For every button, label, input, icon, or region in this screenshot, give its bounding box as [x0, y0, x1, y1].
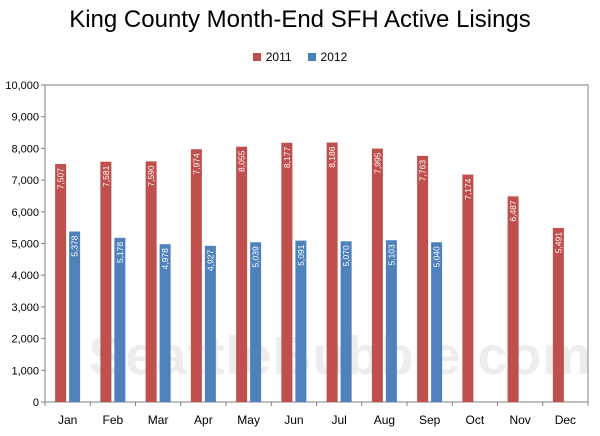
- bar-2012: [159, 244, 171, 402]
- bar-2011: [462, 174, 474, 402]
- y-tick-label: 5,000: [11, 239, 39, 251]
- x-tick-label: Feb: [103, 413, 124, 427]
- x-tick-label: Mar: [148, 413, 169, 427]
- x-tick-label: Sep: [419, 413, 441, 427]
- bar-2012: [114, 237, 126, 402]
- bar-2011: [190, 149, 202, 402]
- bar-2012: [69, 231, 81, 402]
- data-label-2011: 7,763: [418, 160, 428, 182]
- x-tick-label: Jan: [58, 413, 77, 427]
- data-label-2011: 7,995: [372, 152, 382, 174]
- y-tick-label: 9,000: [11, 112, 39, 124]
- y-tick-label: 6,000: [11, 207, 39, 219]
- y-tick-label: 3,000: [11, 302, 39, 314]
- bar-2012: [295, 240, 307, 402]
- data-label-2011: 7,507: [56, 168, 66, 190]
- plot-area: [44, 84, 589, 403]
- legend-item-2012: 2012: [307, 50, 348, 64]
- y-tick-label: 4,000: [11, 270, 39, 282]
- bar-2011: [417, 155, 429, 402]
- data-label-2011: 7,590: [146, 165, 156, 187]
- bar-2012: [340, 241, 352, 402]
- y-tick-label: 8,000: [11, 143, 39, 155]
- bar-2011: [326, 142, 338, 403]
- data-label-2012: 4,978: [160, 248, 170, 270]
- data-label-2011: 5,491: [553, 232, 563, 254]
- x-tick-label: Jun: [284, 413, 303, 427]
- data-label-2011: 7,974: [191, 153, 201, 175]
- bar-2012: [385, 240, 397, 402]
- y-tick-label: 0: [33, 397, 39, 409]
- data-label-2011: 7,581: [101, 165, 111, 187]
- legend-label-2012: 2012: [320, 50, 348, 64]
- data-label-2011: 8,186: [327, 146, 337, 168]
- data-label-2012: 4,927: [205, 250, 215, 272]
- data-label-2011: 8,055: [237, 150, 247, 172]
- data-label-2012: 5,039: [251, 246, 261, 268]
- legend: 2011 2012: [0, 50, 600, 64]
- legend-swatch-2011: [252, 53, 261, 61]
- chart-title: King County Month-End SFH Active Lisings: [69, 6, 531, 33]
- data-label-2012: 5,378: [70, 235, 80, 257]
- bar-2011: [100, 161, 112, 402]
- bar-2011: [507, 196, 519, 402]
- bar-2012: [204, 245, 216, 402]
- bar-2011: [371, 148, 383, 402]
- legend-swatch-2012: [307, 53, 316, 61]
- data-label-2012: 5,178: [115, 242, 125, 264]
- data-label-2012: 5,091: [296, 244, 306, 266]
- bar-2011: [145, 161, 157, 402]
- bar-2011: [236, 146, 248, 402]
- data-label-2011: 7,174: [463, 178, 473, 200]
- y-tick-label: 2,000: [11, 334, 39, 346]
- legend-item-2011: 2011: [252, 50, 292, 64]
- data-label-2011: 8,177: [282, 147, 292, 169]
- bar-2012: [250, 242, 262, 402]
- y-tick-label: 10,000: [5, 80, 39, 92]
- x-tick-label: Nov: [509, 413, 530, 427]
- bar-2011: [55, 164, 67, 402]
- data-label-2012: 5,040: [432, 246, 442, 268]
- data-label-2012: 5,103: [386, 244, 396, 266]
- data-label-2012: 5,070: [341, 245, 351, 267]
- x-tick-label: Aug: [374, 413, 395, 427]
- legend-label-2011: 2011: [265, 50, 292, 64]
- x-tick-label: May: [237, 413, 260, 427]
- x-tick-label: Oct: [466, 413, 485, 427]
- y-tick-label: 7,000: [11, 175, 39, 187]
- bar-2012: [431, 242, 443, 402]
- bar-2011: [552, 227, 564, 402]
- x-tick-label: Dec: [555, 413, 576, 427]
- bar-2011: [281, 142, 293, 402]
- x-tick-label: Jul: [331, 413, 346, 427]
- x-tick-label: Apr: [194, 413, 213, 427]
- data-label-2011: 6,487: [508, 200, 518, 222]
- y-tick-label: 1,000: [11, 365, 39, 377]
